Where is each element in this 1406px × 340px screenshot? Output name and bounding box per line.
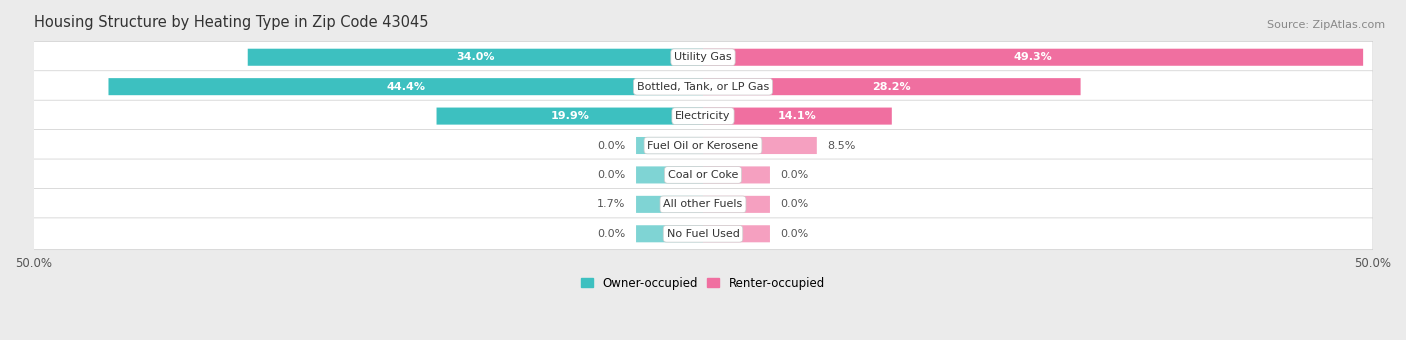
- Text: 19.9%: 19.9%: [550, 111, 589, 121]
- Text: 0.0%: 0.0%: [780, 229, 808, 239]
- Text: Source: ZipAtlas.com: Source: ZipAtlas.com: [1267, 20, 1385, 30]
- FancyBboxPatch shape: [34, 100, 1372, 132]
- FancyBboxPatch shape: [247, 49, 703, 66]
- FancyBboxPatch shape: [34, 71, 1372, 103]
- FancyBboxPatch shape: [703, 225, 770, 242]
- Text: 44.4%: 44.4%: [387, 82, 425, 92]
- Text: 14.1%: 14.1%: [778, 111, 817, 121]
- Text: 0.0%: 0.0%: [780, 170, 808, 180]
- FancyBboxPatch shape: [34, 130, 1372, 161]
- Text: 28.2%: 28.2%: [873, 82, 911, 92]
- Text: No Fuel Used: No Fuel Used: [666, 229, 740, 239]
- Text: 0.0%: 0.0%: [598, 170, 626, 180]
- FancyBboxPatch shape: [636, 137, 703, 154]
- FancyBboxPatch shape: [703, 137, 817, 154]
- FancyBboxPatch shape: [703, 107, 891, 125]
- FancyBboxPatch shape: [34, 218, 1372, 250]
- FancyBboxPatch shape: [34, 159, 1372, 191]
- Text: 8.5%: 8.5%: [828, 140, 856, 151]
- Text: Coal or Coke: Coal or Coke: [668, 170, 738, 180]
- FancyBboxPatch shape: [436, 107, 703, 125]
- FancyBboxPatch shape: [636, 166, 703, 184]
- FancyBboxPatch shape: [703, 196, 770, 213]
- Legend: Owner-occupied, Renter-occupied: Owner-occupied, Renter-occupied: [576, 272, 830, 294]
- Text: 0.0%: 0.0%: [598, 140, 626, 151]
- FancyBboxPatch shape: [703, 78, 1081, 95]
- Text: 0.0%: 0.0%: [780, 199, 808, 209]
- FancyBboxPatch shape: [34, 41, 1372, 73]
- Text: 49.3%: 49.3%: [1014, 52, 1053, 62]
- Text: Electricity: Electricity: [675, 111, 731, 121]
- FancyBboxPatch shape: [636, 225, 703, 242]
- FancyBboxPatch shape: [703, 49, 1364, 66]
- Text: Utility Gas: Utility Gas: [675, 52, 731, 62]
- FancyBboxPatch shape: [703, 166, 770, 184]
- FancyBboxPatch shape: [636, 196, 703, 213]
- FancyBboxPatch shape: [34, 188, 1372, 220]
- Text: Fuel Oil or Kerosene: Fuel Oil or Kerosene: [647, 140, 759, 151]
- Text: 1.7%: 1.7%: [598, 199, 626, 209]
- Text: All other Fuels: All other Fuels: [664, 199, 742, 209]
- Text: 34.0%: 34.0%: [456, 52, 495, 62]
- Text: Bottled, Tank, or LP Gas: Bottled, Tank, or LP Gas: [637, 82, 769, 92]
- Text: 0.0%: 0.0%: [598, 229, 626, 239]
- FancyBboxPatch shape: [108, 78, 703, 95]
- Text: Housing Structure by Heating Type in Zip Code 43045: Housing Structure by Heating Type in Zip…: [34, 15, 427, 30]
